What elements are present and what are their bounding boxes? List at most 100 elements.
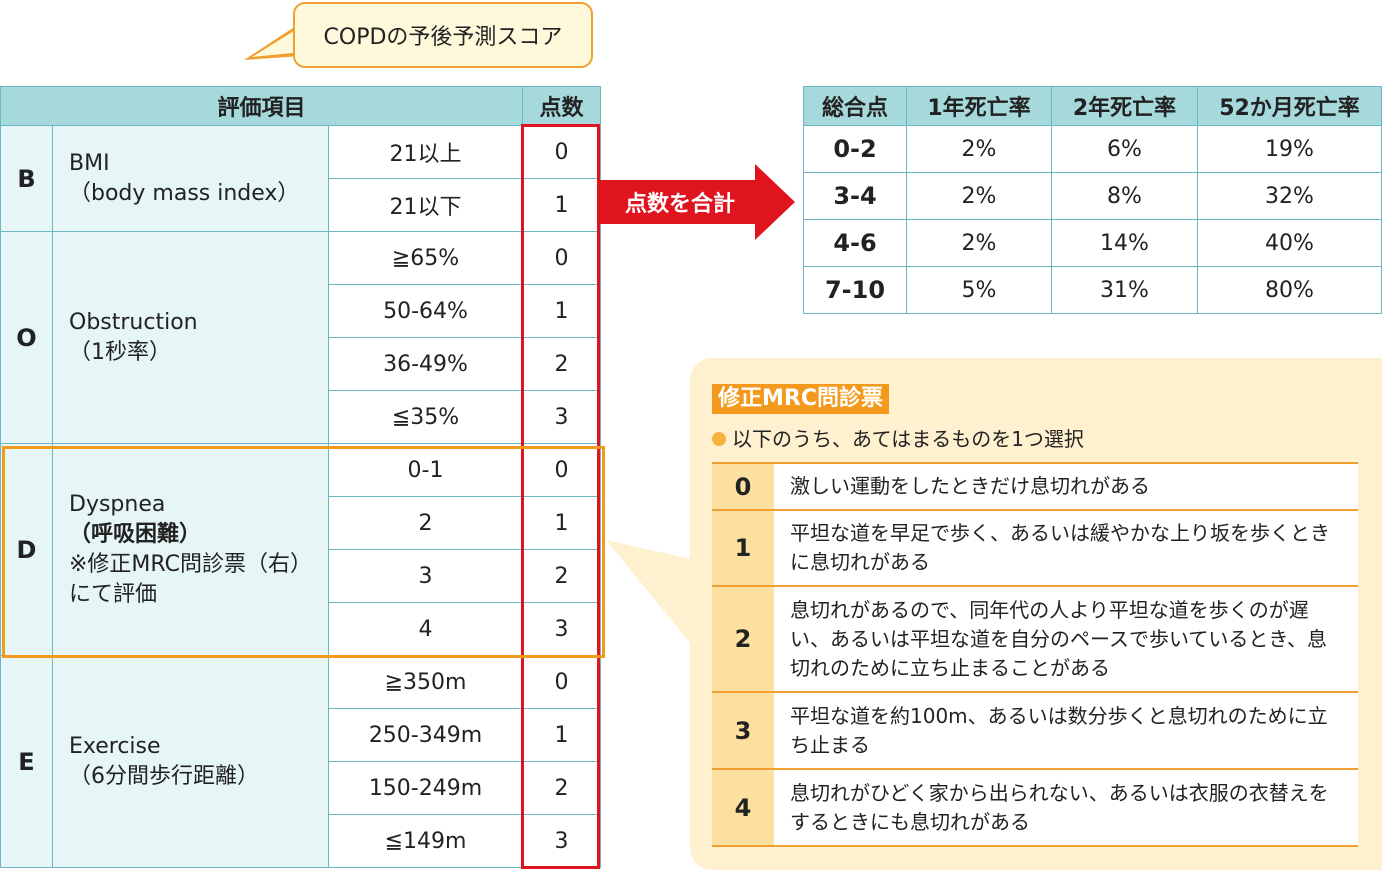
mrc-grade: 0 <box>712 462 774 511</box>
condition-cell: ≧65% <box>328 231 523 285</box>
mrc-instruction: 以下のうち、あてはまるものを1つ選択 <box>732 427 1084 451</box>
header-2yr: 2年死亡率 <box>1051 86 1198 126</box>
score-cell: 0 <box>522 125 601 179</box>
sum-arrow-icon <box>598 164 795 240</box>
group-item-exercise: Exercise （6分間歩行距離） <box>52 655 329 868</box>
table-header-row: 評価項目 点数 <box>0 86 601 126</box>
score-cell: 3 <box>522 602 601 656</box>
mrc-row[interactable]: 0 激しい運動をしたときだけ息切れがある <box>712 462 1358 511</box>
table-row: 50-64% 1 <box>1 284 601 338</box>
item-sub: （1秒率） <box>69 339 171 365</box>
condition-cell: 0-1 <box>328 443 523 497</box>
condition-cell: ≧350m <box>328 655 523 709</box>
group-item-obstruction: Obstruction （1秒率） <box>52 231 329 444</box>
table-row: 21以下 1 <box>1 178 601 232</box>
rate-cell: 19% <box>1197 125 1382 173</box>
header-score: 点数 <box>522 86 601 126</box>
rate-cell: 2% <box>906 172 1052 220</box>
group-item-dyspnea: Dyspnea （呼吸困難） ※修正MRC問診票（右）にて評価 <box>52 443 329 656</box>
item-name: Exercise <box>69 733 161 759</box>
rate-cell: 8% <box>1051 172 1198 220</box>
item-name: Obstruction <box>69 309 198 335</box>
mrc-title: 修正MRC問診票 <box>712 384 889 414</box>
mrc-row[interactable]: 1 平坦な道を早足で歩く、あるいは緩やかな上り坂を歩くときに息切れがある <box>712 509 1358 587</box>
table-row: ≦35% 3 <box>1 390 601 444</box>
header-item: 評価項目 <box>0 86 523 126</box>
bode-score-table: 評価項目 点数 B BMI （body mass index） 21以上 0 2… <box>0 86 601 868</box>
rate-cell: 5% <box>906 266 1052 314</box>
page-title: COPDの予後予測スコア <box>323 25 563 50</box>
group-letter-e: E <box>0 655 53 868</box>
mrc-description: 激しい運動をしたときだけ息切れがある <box>774 462 1358 511</box>
table-row: D Dyspnea （呼吸困難） ※修正MRC問診票（右）にて評価 0-1 0 <box>0 443 601 656</box>
rate-cell: 14% <box>1051 219 1198 267</box>
condition-cell: 36-49% <box>328 337 523 391</box>
total-cell: 0-2 <box>803 125 907 173</box>
score-cell: 2 <box>522 761 601 815</box>
mrc-instruction-line: 以下のうち、あてはまるものを1つ選択 <box>712 424 1084 454</box>
total-cell: 4-6 <box>803 219 907 267</box>
table-row: E Exercise （6分間歩行距離） ≧350m 0 <box>0 655 601 868</box>
total-cell: 3-4 <box>803 172 907 220</box>
condition-cell: 21以下 <box>328 178 523 232</box>
item-name: BMI <box>69 150 110 176</box>
score-cell: 1 <box>522 178 601 232</box>
condition-cell: 4 <box>328 602 523 656</box>
table-row: 3-4 2% 8% 32% <box>803 172 1382 220</box>
item-sub: （呼吸困難） <box>69 521 202 547</box>
rate-cell: 32% <box>1197 172 1382 220</box>
mrc-row[interactable]: 2 息切れがあるので、同年代の人より平坦な道を歩くのが遅い、あるいは平坦な道を自… <box>712 585 1358 693</box>
mrc-grade: 1 <box>712 509 774 587</box>
score-cell: 0 <box>522 231 601 285</box>
condition-cell: 2 <box>328 496 523 550</box>
score-cell: 1 <box>522 496 601 550</box>
score-cell: 0 <box>522 443 601 497</box>
condition-cell: 250-349m <box>328 708 523 762</box>
table-row: O Obstruction （1秒率） ≧65% 0 <box>0 231 601 444</box>
item-name: Dyspnea <box>69 491 166 517</box>
title-callout-tail <box>244 22 302 60</box>
mrc-callout-tail <box>606 540 696 650</box>
group-item-bmi: BMI （body mass index） <box>52 125 329 232</box>
mrc-row[interactable]: 4 息切れがひどく家から出られない、あるいは衣服の衣替えをするときにも息切れがあ… <box>712 768 1358 847</box>
header-total: 総合点 <box>803 86 907 126</box>
rate-cell: 2% <box>906 125 1052 173</box>
group-letter-o: O <box>0 231 53 444</box>
mrc-grade: 4 <box>712 768 774 847</box>
score-cell: 2 <box>522 337 601 391</box>
table-row: 4-6 2% 14% 40% <box>803 219 1382 267</box>
item-note: ※修正MRC問診票（右）にて評価 <box>69 551 312 607</box>
rate-cell: 40% <box>1197 219 1382 267</box>
sum-arrow-label: 点数を合計 <box>624 192 735 217</box>
mrc-grade: 3 <box>712 691 774 770</box>
condition-cell: ≦149m <box>328 814 523 868</box>
condition-cell: 21以上 <box>328 125 523 179</box>
table-row: 36-49% 2 <box>1 337 601 391</box>
condition-cell: 150-249m <box>328 761 523 815</box>
condition-cell: 50-64% <box>328 284 523 338</box>
mrc-description: 息切れがひどく家から出られない、あるいは衣服の衣替えをするときにも息切れがある <box>774 768 1358 847</box>
rate-cell: 80% <box>1197 266 1382 314</box>
title-callout: COPDの予後予測スコア <box>293 2 593 68</box>
item-sub: （body mass index） <box>69 180 300 206</box>
group-letter-b: B <box>0 125 53 232</box>
mrc-description: 平坦な道を約100m、あるいは数分歩くと息切れのために立ち止まる <box>774 691 1358 770</box>
condition-cell: 3 <box>328 549 523 603</box>
score-cell: 1 <box>522 708 601 762</box>
table-row: 7-10 5% 31% 80% <box>803 266 1382 314</box>
item-sub: （6分間歩行距離） <box>69 763 259 789</box>
mrc-row[interactable]: 3 平坦な道を約100m、あるいは数分歩くと息切れのために立ち止まる <box>712 691 1358 770</box>
score-cell: 0 <box>522 655 601 709</box>
bullet-dot-icon <box>712 431 726 446</box>
table-row: B BMI （body mass index） 21以上 0 <box>0 125 601 232</box>
mrc-grade: 2 <box>712 585 774 693</box>
group-letter-d: D <box>0 443 53 656</box>
mortality-table: 総合点 1年死亡率 2年死亡率 52か月死亡率 0-2 2% 6% 19% 3-… <box>803 86 1382 314</box>
table-row: 150-249m 2 <box>1 761 601 815</box>
mrc-description: 平坦な道を早足で歩く、あるいは緩やかな上り坂を歩くときに息切れがある <box>774 509 1358 587</box>
rate-cell: 2% <box>906 219 1052 267</box>
total-cell: 7-10 <box>803 266 907 314</box>
score-cell: 2 <box>522 549 601 603</box>
score-cell: 3 <box>522 390 601 444</box>
table-row: ≦149m 3 <box>1 814 601 868</box>
